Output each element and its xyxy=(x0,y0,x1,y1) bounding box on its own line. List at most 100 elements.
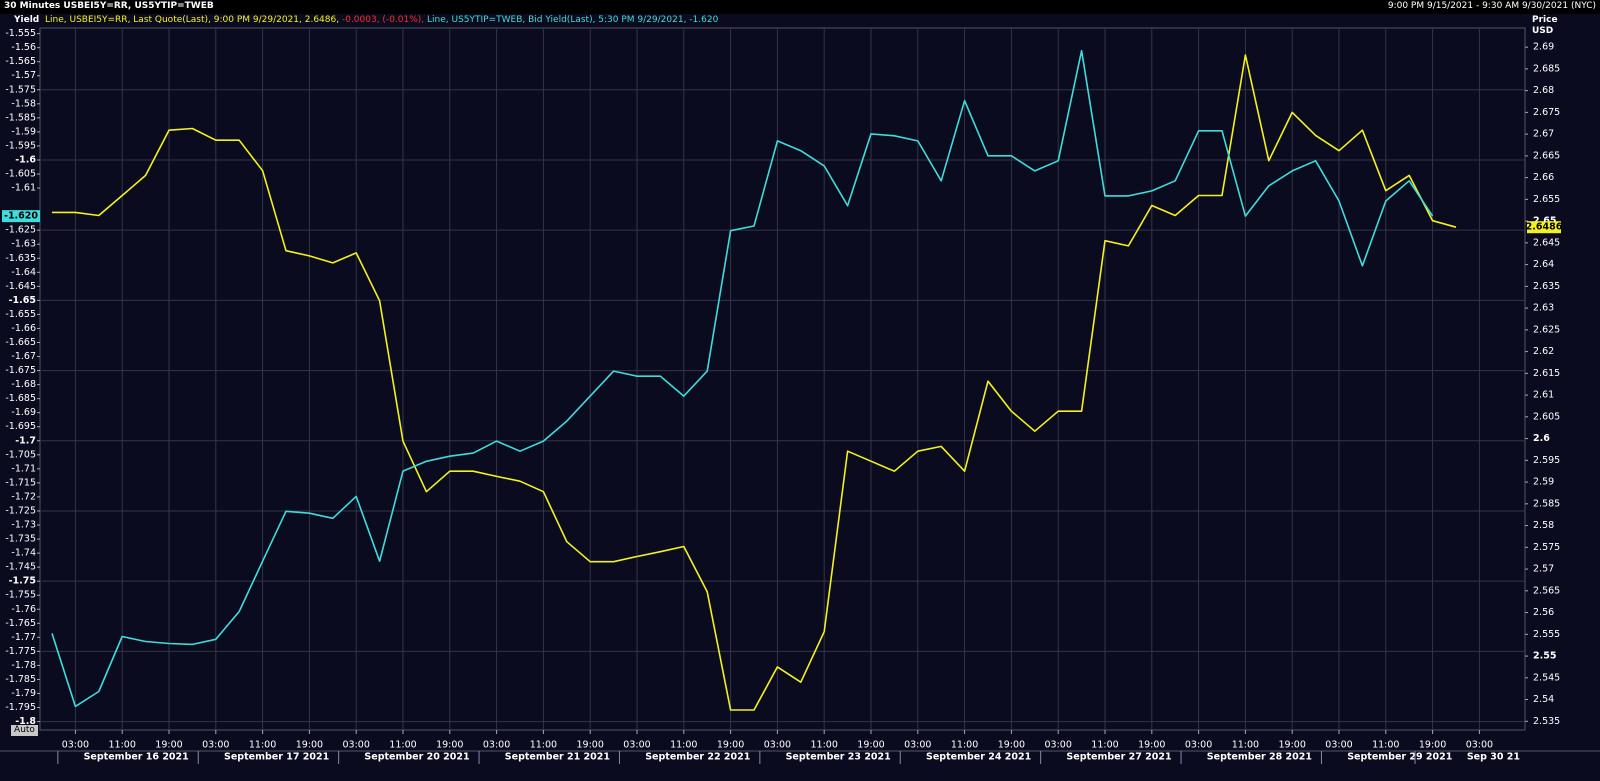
y2-tick-label: 2.62 xyxy=(1533,346,1554,357)
x-tick-label: 19:00 xyxy=(717,740,744,751)
last-value-tag xyxy=(1527,221,1561,234)
y-tick-label: -1.795 xyxy=(5,702,36,713)
y-tick-label: -1.67 xyxy=(11,351,36,362)
y2-tick-label: 2.615 xyxy=(1533,368,1560,379)
y-tick-label: -1.61 xyxy=(11,183,36,194)
x-group-label: September 24 2021 xyxy=(926,752,1031,763)
x-tick-label: 11:00 xyxy=(951,740,978,751)
y2-tick-label: 2.66 xyxy=(1533,172,1554,183)
y2-tick-label: 2.54 xyxy=(1533,694,1554,705)
y-tick-label: -1.635 xyxy=(5,253,36,264)
last-value-label: 2.6486 xyxy=(1526,222,1563,233)
date-range: 9:00 PM 9/15/2021 - 9:30 AM 9/30/2021 (N… xyxy=(1387,1,1596,11)
y-tick-label: -1.57 xyxy=(11,70,36,81)
x-tick-label: 11:00 xyxy=(249,740,276,751)
x-group-label: September 29 2021 xyxy=(1347,752,1452,763)
y-tick-label: -1.565 xyxy=(5,56,36,67)
y-tick-label: -1.575 xyxy=(5,84,36,95)
y-tick-label: -1.775 xyxy=(5,646,36,657)
x-tick-label: 19:00 xyxy=(296,740,323,751)
x-tick-label: 03:00 xyxy=(343,740,370,751)
y2-tick-label: 2.665 xyxy=(1533,150,1560,161)
y-tick-label: -1.66 xyxy=(11,323,36,334)
y2-tick-label: 2.61 xyxy=(1533,390,1554,401)
x-tick-label: 11:00 xyxy=(109,740,136,751)
x-tick-label: 03:00 xyxy=(1045,740,1072,751)
y-tick-label: -1.69 xyxy=(11,407,36,418)
x-tick-label: 19:00 xyxy=(1279,740,1306,751)
x-group-label: Sep 30 21 xyxy=(1467,752,1520,763)
x-tick-label: 03:00 xyxy=(1325,740,1352,751)
x-tick-label: 19:00 xyxy=(998,740,1025,751)
x-tick-label: 03:00 xyxy=(623,740,650,751)
y-tick-label: -1.58 xyxy=(11,98,36,109)
y2-tick-label: 2.585 xyxy=(1533,498,1560,509)
legend-change: -0.0003, (-0.01%), xyxy=(341,15,425,25)
x-tick-label: 19:00 xyxy=(1419,740,1446,751)
legend-entry: Line, USBEI5Y=RR, Last Quote(Last), 9:00… xyxy=(45,15,340,25)
x-tick-label: 19:00 xyxy=(577,740,604,751)
y-tick-label: -1.655 xyxy=(5,309,36,320)
series-line xyxy=(51,49,1434,708)
y-tick-label: -1.68 xyxy=(11,379,36,390)
last-value-label: -1.620 xyxy=(4,211,38,222)
x-tick-label: 11:00 xyxy=(670,740,697,751)
x-tick-label: 11:00 xyxy=(1372,740,1399,751)
y2-axis-title: Price USD xyxy=(1532,15,1558,36)
x-tick-label: 03:00 xyxy=(904,740,931,751)
x-group-label: September 23 2021 xyxy=(786,752,891,763)
chart-title: 30 Minutes USBEI5Y=RR, US5YTIP=TWEB xyxy=(4,1,214,11)
x-tick-label: 19:00 xyxy=(155,740,182,751)
y-tick-label: -1.595 xyxy=(5,140,36,151)
y2-tick-label: 2.63 xyxy=(1533,303,1554,314)
x-tick-label: 03:00 xyxy=(1185,740,1212,751)
y-tick-label: -1.585 xyxy=(5,112,36,123)
x-group-label: September 22 2021 xyxy=(645,752,750,763)
y-tick-label: -1.755 xyxy=(5,590,36,601)
y2-tick-label: 2.56 xyxy=(1533,607,1554,618)
y-tick-label: -1.705 xyxy=(5,449,36,460)
y2-tick-label: 2.58 xyxy=(1533,520,1554,531)
last-value-tag xyxy=(2,210,40,223)
y-tick-label: -1.745 xyxy=(5,562,36,573)
y2-tick-label: 2.55 xyxy=(1533,651,1556,662)
auto-button[interactable]: Auto xyxy=(11,725,38,736)
y-tick-label: -1.71 xyxy=(11,463,36,474)
legend: Line, USBEI5Y=RR, Last Quote(Last), 9:00… xyxy=(42,15,721,27)
y-tick-label: -1.725 xyxy=(5,505,36,516)
y-tick-label: -1.78 xyxy=(11,660,36,671)
x-tick-label: 19:00 xyxy=(857,740,884,751)
plot-area xyxy=(39,27,1526,731)
legend-entry: Line, US5YTIP=TWEB, Bid Yield(Last), 5:3… xyxy=(427,15,719,25)
x-group-label: September 16 2021 xyxy=(84,752,189,763)
y2-tick-label: 2.675 xyxy=(1533,107,1560,118)
x-tick-label: 03:00 xyxy=(62,740,89,751)
y2-tick-label: 2.595 xyxy=(1533,455,1560,466)
x-tick-label: 03:00 xyxy=(1466,740,1493,751)
y2-tick-label: 2.655 xyxy=(1533,194,1560,205)
y-tick-label: -1.555 xyxy=(5,28,36,39)
x-tick-label: 11:00 xyxy=(1232,740,1259,751)
x-tick-label: 11:00 xyxy=(1091,740,1118,751)
x-tick-label: 03:00 xyxy=(483,740,510,751)
x-tick-label: 19:00 xyxy=(436,740,463,751)
y-tick-label: -1.77 xyxy=(11,632,36,643)
y-tick-label: -1.6 xyxy=(15,154,36,165)
y2-tick-label: 2.535 xyxy=(1533,716,1560,727)
y2-tick-label: 2.635 xyxy=(1533,281,1560,292)
y2-tick-label: 2.565 xyxy=(1533,585,1560,596)
y2-tick-label: 2.6 xyxy=(1533,433,1550,444)
y-tick-label: -1.735 xyxy=(5,534,36,545)
y2-tick-label: 2.685 xyxy=(1533,63,1560,74)
y-axis-title: Yield xyxy=(14,15,40,25)
y2-tick-label: 2.69 xyxy=(1533,42,1554,53)
y-tick-label: -1.8 xyxy=(15,716,36,727)
x-tick-label: 03:00 xyxy=(764,740,791,751)
x-tick-label: 11:00 xyxy=(811,740,838,751)
y-tick-label: -1.65 xyxy=(9,295,36,306)
y-tick-label: -1.72 xyxy=(11,491,36,502)
y-tick-label: -1.75 xyxy=(9,576,36,587)
y-tick-label: -1.715 xyxy=(5,477,36,488)
